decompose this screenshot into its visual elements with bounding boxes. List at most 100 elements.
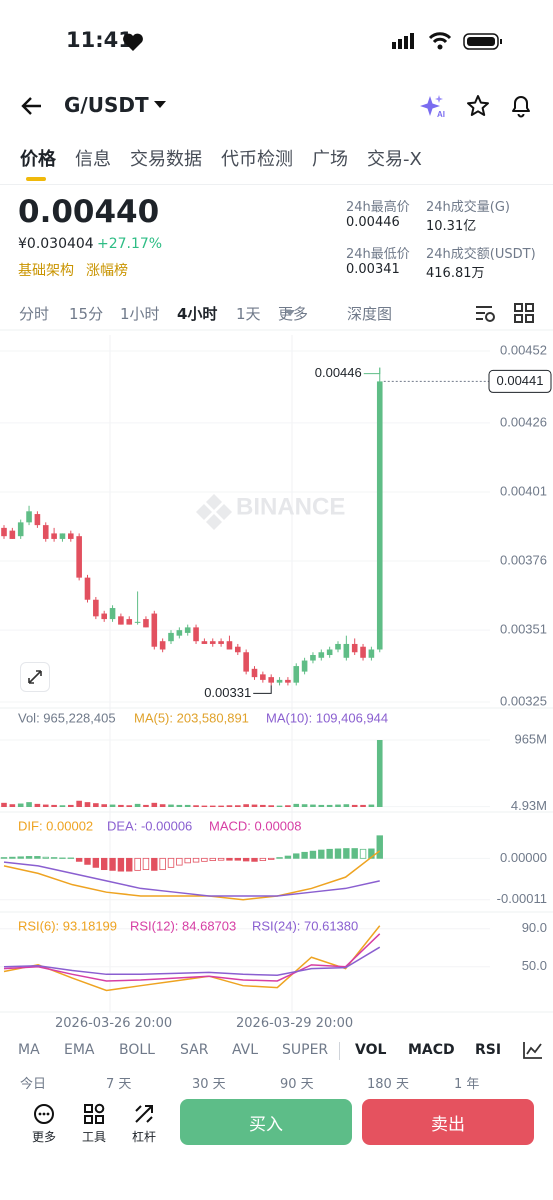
leverage-icon[interactable] bbox=[133, 1103, 155, 1125]
macd-bar bbox=[309, 850, 317, 859]
alert-button[interactable] bbox=[509, 93, 533, 119]
expand-button[interactable] bbox=[20, 662, 50, 692]
volume-bar bbox=[335, 804, 341, 807]
candle-body bbox=[93, 599, 99, 617]
icon-part bbox=[525, 314, 534, 323]
icon-part bbox=[476, 306, 492, 320]
candle-body bbox=[143, 619, 149, 628]
candle-body bbox=[368, 649, 375, 658]
volume-bar bbox=[193, 805, 199, 807]
max-price-label: 0.00446 bbox=[315, 365, 362, 380]
range[interactable]: 90 天 bbox=[280, 1077, 314, 1092]
layout-icon[interactable] bbox=[514, 303, 534, 323]
volume-bar bbox=[42, 804, 49, 807]
icon-part bbox=[94, 1103, 105, 1114]
tab[interactable]: 价格 bbox=[20, 149, 56, 170]
tab[interactable]: 代币检测 bbox=[221, 149, 293, 170]
candle-body bbox=[1, 527, 7, 537]
macd-bar bbox=[259, 857, 267, 861]
indicator-settings[interactable] bbox=[522, 1040, 544, 1060]
interval[interactable]: 更多 bbox=[278, 305, 309, 323]
tag[interactable]: 涨幅榜 bbox=[86, 263, 128, 279]
candle-body bbox=[168, 632, 174, 642]
tool-label[interactable]: 工具 bbox=[81, 1130, 106, 1144]
indicator[interactable]: RSI bbox=[475, 1042, 502, 1058]
macd-bar bbox=[284, 855, 292, 859]
indicator-line bbox=[3, 946, 381, 977]
interval[interactable]: 4小时 bbox=[177, 305, 218, 323]
legend-entry: MA(10): 109,406,944 bbox=[266, 710, 388, 725]
interval[interactable]: 15分 bbox=[69, 305, 104, 323]
macd-bar bbox=[368, 848, 375, 859]
tag[interactable]: 基础架构 bbox=[18, 263, 74, 279]
candle-body bbox=[51, 533, 57, 539]
indicator[interactable]: EMA bbox=[64, 1042, 95, 1058]
volume-bar bbox=[285, 805, 291, 807]
interval[interactable]: 1天 bbox=[236, 305, 261, 323]
volume-bar bbox=[34, 803, 41, 807]
volume-bar bbox=[293, 803, 300, 807]
tool-label[interactable]: 更多 bbox=[31, 1130, 56, 1144]
candle-body bbox=[84, 577, 91, 600]
tool-label[interactable]: 杠杆 bbox=[131, 1130, 156, 1144]
icon-part bbox=[34, 1104, 54, 1124]
pair-title[interactable]: G/USDT bbox=[64, 93, 149, 117]
volume-bar bbox=[184, 804, 191, 807]
interval[interactable]: 分时 bbox=[19, 305, 50, 323]
range[interactable]: 今日 bbox=[20, 1077, 47, 1092]
candle-body bbox=[335, 643, 341, 650]
indicator[interactable]: AVL bbox=[232, 1042, 259, 1058]
more-icon[interactable] bbox=[33, 1103, 55, 1125]
stat-value: 0.00341 bbox=[346, 262, 400, 277]
tab[interactable]: 交易-X bbox=[367, 149, 422, 170]
range[interactable]: 7 天 bbox=[106, 1077, 132, 1092]
interval[interactable]: 深度图 bbox=[347, 305, 393, 323]
macd-bar bbox=[17, 856, 24, 859]
candle-body bbox=[76, 536, 82, 578]
candle-body bbox=[34, 514, 41, 526]
settings-icon[interactable] bbox=[474, 302, 496, 324]
volume-bar bbox=[243, 804, 249, 807]
indicator[interactable]: VOL bbox=[355, 1042, 387, 1058]
y-tick-label: 0.00401 bbox=[500, 483, 547, 498]
icon-part bbox=[463, 33, 499, 50]
last-price-box bbox=[488, 369, 552, 393]
legend-entry: RSI(24): 70.61380 bbox=[252, 918, 358, 933]
indicator[interactable]: MA bbox=[18, 1042, 40, 1058]
candle-body bbox=[118, 616, 124, 625]
candle-body bbox=[68, 533, 74, 539]
volume-bar bbox=[351, 804, 358, 807]
pair-caret bbox=[154, 101, 166, 108]
icon-part bbox=[437, 44, 443, 50]
indicator[interactable]: MACD bbox=[408, 1042, 455, 1058]
back-button[interactable] bbox=[20, 94, 44, 118]
indicator[interactable]: SAR bbox=[180, 1042, 209, 1058]
legend-entry: Vol: 965,228,405 bbox=[18, 710, 116, 725]
y-tick-label: 0.00452 bbox=[500, 342, 547, 357]
sell-button[interactable]: 卖出 bbox=[362, 1099, 534, 1145]
tab[interactable]: 交易数据 bbox=[130, 149, 202, 170]
candle-body bbox=[126, 619, 133, 625]
tab[interactable]: 信息 bbox=[75, 149, 111, 170]
min-price-label: 0.00331 bbox=[204, 685, 251, 700]
indicator[interactable]: SUPER bbox=[282, 1042, 329, 1058]
icon-part bbox=[84, 1115, 93, 1124]
range[interactable]: 1 年 bbox=[454, 1077, 480, 1092]
indicator[interactable]: BOLL bbox=[119, 1042, 155, 1058]
favorite-button[interactable] bbox=[466, 94, 490, 118]
more-caret bbox=[285, 310, 295, 316]
watermark-logo bbox=[196, 494, 232, 530]
candle-body bbox=[310, 655, 316, 661]
range[interactable]: 180 天 bbox=[367, 1077, 409, 1092]
ai-icon[interactable]: AI bbox=[420, 94, 446, 120]
tools-icon[interactable] bbox=[83, 1103, 105, 1125]
icon-part bbox=[514, 303, 523, 312]
range[interactable]: 30 天 bbox=[192, 1077, 226, 1092]
interval[interactable]: 1小时 bbox=[120, 305, 160, 323]
candle-body bbox=[276, 679, 283, 683]
macd-bar bbox=[359, 848, 367, 859]
indicator-line bbox=[3, 861, 380, 897]
buy-button[interactable]: 买入 bbox=[180, 1099, 352, 1145]
tab[interactable]: 广场 bbox=[312, 149, 348, 170]
